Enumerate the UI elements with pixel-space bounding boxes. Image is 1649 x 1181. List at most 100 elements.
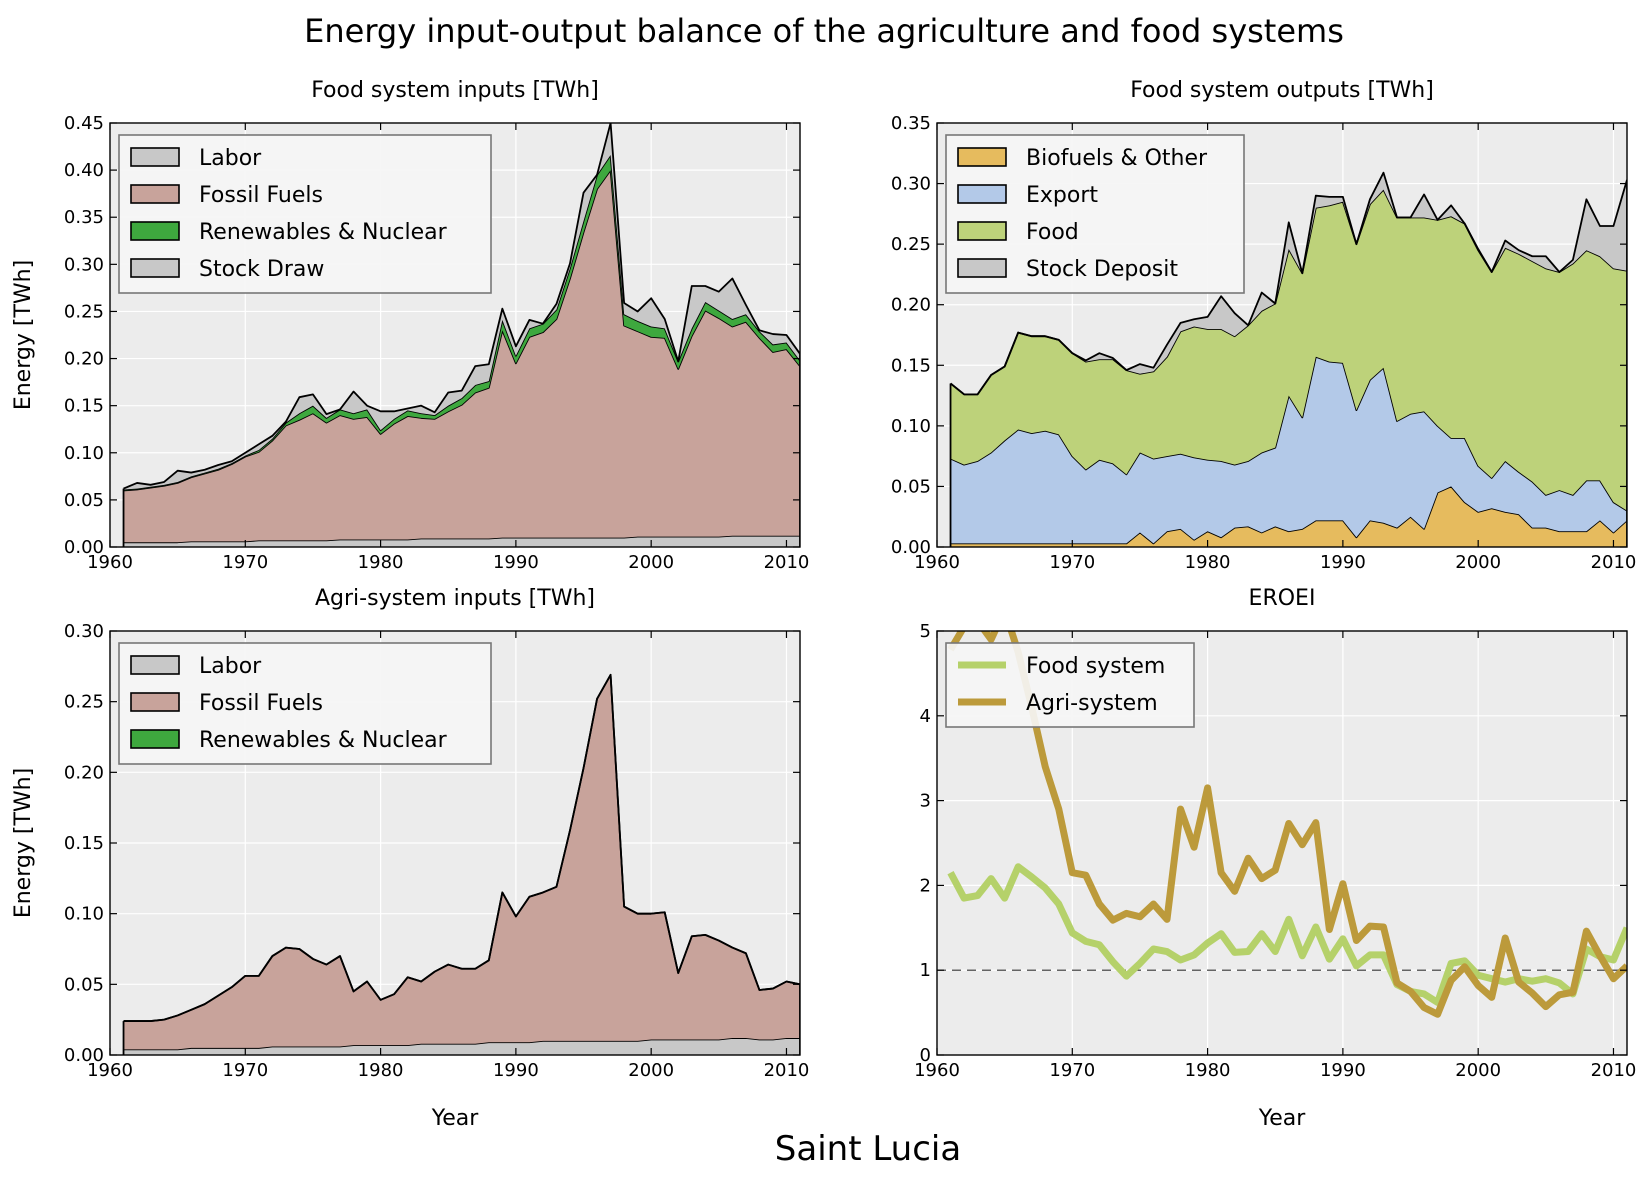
area-fossil-fuels xyxy=(123,674,800,1050)
legend-swatch-icon xyxy=(130,655,180,675)
legend-label: Renewables & Nuclear xyxy=(199,728,448,753)
area-labor xyxy=(123,1038,800,1055)
area-edge-stock-draw xyxy=(123,123,800,490)
plot-frame xyxy=(936,630,1628,1056)
y-tick-label: 0.05 xyxy=(64,974,104,995)
x-tick-label: 2010 xyxy=(764,552,810,573)
x-tick-label: 1960 xyxy=(87,1060,133,1081)
panel-title: EROEI xyxy=(1249,586,1316,611)
y-axis-label: Energy [TWh] xyxy=(11,260,36,410)
legend-label: Agri-system xyxy=(1026,691,1158,716)
y-tick-label: 0.35 xyxy=(64,207,104,228)
y-tick-label: 0.25 xyxy=(891,234,931,255)
line-agri-system xyxy=(947,631,1627,1018)
y-tick-label: 0.05 xyxy=(64,490,104,511)
legend-swatch-icon xyxy=(130,184,180,204)
legend: Labor Fossil Fuels Renewables & Nuclear Sto… xyxy=(118,134,492,294)
legend-label: Labor xyxy=(199,146,262,171)
y-tick-label: 0.10 xyxy=(64,443,104,464)
y-tick-label: 1 xyxy=(920,960,931,981)
y-tick-label: 0.10 xyxy=(64,904,104,925)
plot-area xyxy=(937,631,1627,1018)
y-tick-label: 0 xyxy=(920,1045,931,1066)
x-tick-label: 1970 xyxy=(1049,552,1095,573)
legend-label: Food system xyxy=(1026,654,1165,679)
x-tick-label: 2010 xyxy=(764,1060,810,1081)
x-tick-label: 1980 xyxy=(1185,552,1231,573)
y-tick-label: 0.25 xyxy=(64,692,104,713)
x-tick-label: 2010 xyxy=(1591,1060,1637,1081)
panel-food-system-outputs: 1960 1970 1980 1990 2000 2010 0.00 0.05 0.10 0.15… xyxy=(891,78,1636,573)
legend-label: Fossil Fuels xyxy=(199,691,323,716)
legend-swatch-icon xyxy=(130,729,180,749)
x-tick-label: 1960 xyxy=(914,552,960,573)
y-tick-label: 0.00 xyxy=(891,537,931,558)
y-tick-label: 0.20 xyxy=(891,295,931,316)
legend-swatch-icon xyxy=(130,258,180,278)
x-tick-label: 1990 xyxy=(493,1060,539,1081)
x-tick-label: 1970 xyxy=(222,1060,268,1081)
y-tick-label: 0.30 xyxy=(64,621,104,642)
plot-frame xyxy=(936,122,1628,548)
panel-eroei: 1960 1970 1980 1990 2000 2010 0 1 2 3 4 5 EROEI Year F… xyxy=(914,586,1636,1131)
y-axis-label: Energy [TWh] xyxy=(11,768,36,918)
legend-label: Food xyxy=(1026,220,1079,245)
plot-frame xyxy=(109,122,801,548)
area-edge-biofuels-and-other xyxy=(950,485,1627,545)
area-food xyxy=(950,189,1627,511)
x-tick-label: 1990 xyxy=(1320,552,1366,573)
line-food-system xyxy=(947,863,1627,1006)
y-tick-label: 4 xyxy=(920,706,931,727)
y-tick-label: 3 xyxy=(920,791,931,812)
x-tick-label: 2010 xyxy=(1591,552,1637,573)
legend-box xyxy=(945,642,1195,728)
x-tick-label: 2000 xyxy=(1455,552,1501,573)
legend-label: Stock Draw xyxy=(199,257,324,282)
y-tick-label: 0.20 xyxy=(64,762,104,783)
y-tick-label: 0.20 xyxy=(64,349,104,370)
panel-title: Agri-system inputs [TWh] xyxy=(315,586,595,611)
y-tick-label: 5 xyxy=(920,621,931,642)
legend-swatch-icon xyxy=(957,184,1007,204)
y-tick-label: 0.35 xyxy=(891,113,931,134)
x-tick-label: 1990 xyxy=(1320,1060,1366,1081)
y-tick-label: 0.10 xyxy=(891,416,931,437)
x-tick-label: 1960 xyxy=(87,552,133,573)
x-tick-label: 1970 xyxy=(1049,1060,1095,1081)
legend-swatch-icon xyxy=(957,258,1007,278)
x-tick-label: 1960 xyxy=(914,1060,960,1081)
y-tick-label: 0.15 xyxy=(891,355,931,376)
x-tick-label: 1970 xyxy=(222,552,268,573)
legend-label: Stock Deposit xyxy=(1026,257,1178,282)
area-labor xyxy=(123,535,800,547)
x-tick-label: 1980 xyxy=(358,552,404,573)
panel-title: Food system outputs [TWh] xyxy=(1130,78,1434,103)
panel-food-system-inputs: 1960 1970 1980 1990 2000 2010 0.00 0.05 0.10 0.15… xyxy=(11,78,809,573)
panel-agri-system-inputs: 1960 1970 1980 1990 2000 2010 0.00 0.05 0.10 0.15… xyxy=(11,586,809,1131)
legend-swatch-icon xyxy=(130,147,180,167)
figure-footer-country: Saint Lucia xyxy=(775,1129,961,1169)
area-fossil-fuels xyxy=(123,170,800,543)
panel-title: Food system inputs [TWh] xyxy=(311,78,599,103)
area-export xyxy=(950,356,1627,544)
plot-area xyxy=(949,171,1627,547)
y-tick-label: 0.30 xyxy=(64,254,104,275)
y-tick-label: 0.45 xyxy=(64,113,104,134)
y-tick-label: 0.05 xyxy=(891,476,931,497)
legend-label: Renewables & Nuclear xyxy=(199,220,448,245)
legend: Labor Fossil Fuels Renewables & Nuclear xyxy=(118,642,492,765)
legend-label: Export xyxy=(1026,183,1098,208)
plot-area xyxy=(122,673,800,1055)
legend-label: Labor xyxy=(199,654,262,679)
legend-label: Fossil Fuels xyxy=(199,183,323,208)
y-tick-label: 0.30 xyxy=(891,174,931,195)
y-tick-label: 0.00 xyxy=(64,537,104,558)
x-tick-label: 2000 xyxy=(628,552,674,573)
x-tick-label: 1990 xyxy=(493,552,539,573)
y-tick-label: 0.15 xyxy=(64,396,104,417)
legend-swatch-icon xyxy=(957,221,1007,241)
y-tick-label: 0.00 xyxy=(64,1045,104,1066)
legend-label: Biofuels & Other xyxy=(1026,146,1208,171)
x-axis-label: Year xyxy=(1258,1106,1307,1131)
